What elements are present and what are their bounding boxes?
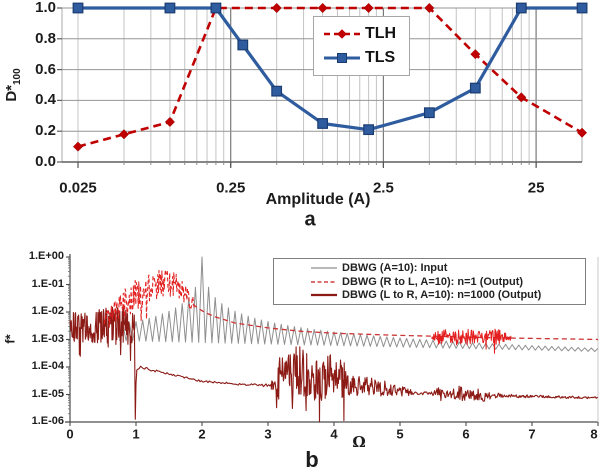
panel-b-y-axis-title: f* [2,334,18,344]
marker-square-tls [317,118,329,129]
panel-b-x-tick-label: 5 [396,426,404,442]
panel-a-y-tick-label: 0.4 [35,91,56,109]
panel-b-x-tick-label: 8 [590,426,598,442]
marker-diamond-tlh [164,116,175,128]
legend-item-tls: TLS [323,49,409,67]
panel-b-y-tick-label: 1.E-01 [31,277,64,290]
marker-diamond-tlh [72,141,84,152]
panel-b-x-tick-label: 6 [462,426,470,442]
legend-item: DBWG (R to L, A=10): n=1 (Output) [310,276,585,288]
panel-b-x-tick-label: 4 [330,426,338,442]
panel-a-y-tick-label: 1.0 [35,0,56,16]
panel-a-x-axis-title: Amplitude (A) [265,191,371,208]
series-line-n1-high-frequency-cluster [431,328,512,354]
marker-square-tls [423,107,435,119]
series-line-dbwg-l-to-r-a-10-n-1000-output- [69,306,598,423]
legend-swatch [311,267,337,269]
panel-a-y-tick-label: 0.0 [35,153,56,170]
marker-diamond-tlh [424,2,435,14]
series-line-n1-smooth-decay [192,303,599,341]
panel-b-y-tick-label: 1.E+00 [28,250,64,262]
marker-square-tls [271,85,283,97]
panel-a-y-tick-label: 0.2 [35,122,56,140]
marker-square-tls [210,2,222,14]
panel-a-x-tick-label: 2.5 [372,179,394,197]
panel-b-legend: DBWG (A=10): Input DBWG (R to L, A=10): n… [273,258,586,305]
legend-item-tlh: TLH [323,25,409,43]
panel-a-y-tick-label: 0.6 [35,60,56,78]
marker-diamond-tlh [516,92,527,103]
marker-square-tls [237,39,249,51]
legend-swatch-tlh [324,29,360,40]
legend-label: DBWG (R to L, A=10): n=1 (Output) [342,275,524,288]
y-axis-title-base: D* [3,85,20,102]
panel-b-plot [65,254,599,426]
panel-a-y-axis-title: D*100 [3,68,23,101]
marker-diamond-tlh [470,49,481,60]
marker-square-tls [469,82,481,94]
marker-diamond-tlh [317,2,328,14]
marker-diamond-tlh [118,129,130,140]
y-axis-title-sub: 100 [12,68,23,86]
legend-label: DBWG (A=10): Input [342,262,448,275]
panel-b-y-tick-label: 1.E-06 [31,415,64,427]
series-line-dbwg-r-to-l-a-10-n-1-output- [103,269,195,327]
panel-b-y-tick-label: 1.E-03 [31,332,64,345]
panel-b-y-tick-label: 1.E-02 [31,305,64,317]
panel-b-x-axis-title: Ω [352,433,366,451]
panel-b-x-tick-label: 7 [528,426,536,442]
panel-b-x-tick-label: 2 [198,426,206,442]
legend-swatch [311,293,337,296]
panel-b-x-tick-label: 1 [132,426,140,442]
legend-label-tls: TLS [365,48,396,66]
marker-square-tls [363,124,375,136]
series-line-dbwg-a-10-input [119,256,599,352]
panel-a-label: a [304,208,316,231]
panel-b-label: b [305,447,319,472]
marker-square-tls [164,2,176,14]
panel-b-x-tick-label: 0 [66,426,74,442]
marker-square-tls [72,2,84,14]
legend-label-tlh: TLH [365,25,397,43]
marker-square-tls [576,2,588,14]
panel-a-x-tick-label: 0.25 [216,179,246,197]
panel-b-y-tick-label: 1.E-04 [31,360,64,372]
panel-a-x-tick-label: 25 [527,179,545,197]
panel-a-y-tick-label: 0.8 [35,29,56,47]
panel-a-x-tick-label: 0.025 [59,179,97,197]
marker-diamond-tlh [363,2,374,14]
panel-a-legend: TLH TLS [313,16,410,76]
legend-label: DBWG (L to R, A=10): n=1000 (Output) [342,288,542,301]
legend-item: DBWG (L to R, A=10): n=1000 (Output) [310,289,585,301]
legend-swatch-tls [324,52,360,63]
marker-square-tls [515,2,527,14]
legend-swatch [311,280,337,283]
panel-b-y-tick-label: 1.E-05 [31,387,64,400]
marker-diamond-tlh [577,127,588,138]
marker-diamond-tlh [271,2,282,14]
panel-b-x-tick-label: 3 [264,426,272,442]
series-line-tlh [77,6,583,148]
legend-item: DBWG (A=10): Input [310,262,585,274]
